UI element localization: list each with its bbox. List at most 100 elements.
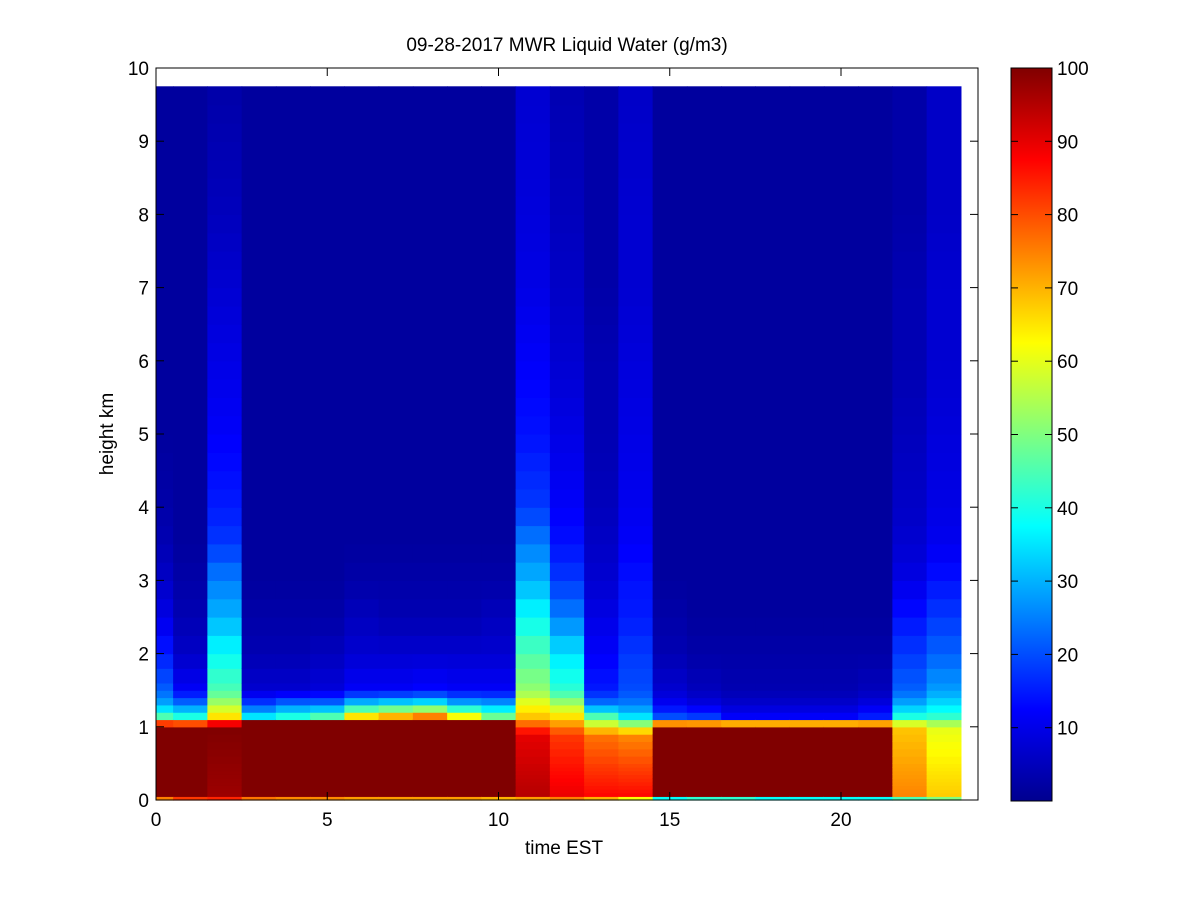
heatmap-cell (481, 697, 517, 706)
heatmap-cell (156, 741, 174, 750)
heatmap-cell (789, 781, 825, 786)
heatmap-cell (310, 415, 345, 435)
heatmap-cell (618, 141, 654, 161)
heatmap-cell (412, 796, 448, 801)
heatmap-cell (481, 287, 517, 307)
heatmap-cell (515, 470, 551, 490)
heatmap-cell (686, 785, 722, 790)
heatmap-cell (481, 452, 517, 472)
heatmap-cell (344, 635, 380, 655)
heatmap-cell (549, 712, 585, 721)
heatmap-cell (173, 789, 208, 794)
heatmap-cell (275, 617, 311, 636)
heatmap-cell (721, 704, 756, 713)
heatmap-cell (412, 792, 448, 797)
heatmap-cell (858, 488, 893, 508)
x-tick-label: 5 (322, 810, 333, 831)
heatmap-cell (412, 488, 448, 508)
heatmap-cell (858, 781, 893, 786)
heatmap-cell (275, 342, 311, 362)
heatmap-cell (823, 342, 859, 362)
heatmap-cell (275, 104, 311, 124)
heatmap-cell (275, 697, 311, 706)
heatmap-cell (344, 690, 380, 699)
heatmap-cell (686, 488, 722, 508)
heatmap-cell (378, 789, 414, 794)
heatmap-cell (207, 789, 243, 794)
heatmap-cell (481, 434, 517, 453)
heatmap-cell (173, 748, 208, 757)
heatmap-cell (721, 690, 756, 699)
heatmap-cell (275, 507, 311, 527)
heatmap-cell (823, 697, 859, 706)
heatmap-cell (926, 214, 962, 234)
heatmap-cell (515, 232, 551, 252)
heatmap-cell (755, 507, 791, 527)
heatmap-cell (344, 682, 380, 691)
heatmap-cell (173, 86, 208, 106)
heatmap-cell (412, 470, 448, 490)
heatmap-cell (549, 704, 585, 713)
heatmap-cell (789, 470, 825, 490)
heatmap-cell (789, 397, 825, 417)
heatmap-cell (241, 789, 277, 794)
heatmap-cell (515, 668, 551, 684)
heatmap-cell (892, 690, 928, 699)
heatmap-cell (686, 653, 722, 669)
heatmap-cell (823, 789, 859, 794)
heatmap-cell (652, 214, 688, 234)
heatmap-cell (173, 251, 208, 270)
heatmap-cell (344, 668, 380, 684)
heatmap-cell (618, 770, 654, 775)
heatmap-cell (549, 232, 585, 252)
heatmap-cell (447, 324, 482, 344)
heatmap-cell (618, 767, 654, 772)
heatmap-cell (481, 397, 517, 417)
heatmap-cell (721, 734, 756, 743)
heatmap-cell (926, 159, 962, 179)
heatmap-cell (156, 543, 174, 563)
heatmap-cell (549, 598, 585, 618)
heatmap-cell (926, 470, 962, 490)
heatmap-cell (173, 342, 208, 362)
heatmap-cell (823, 470, 859, 490)
heatmap-cell (447, 653, 482, 669)
heatmap-cell (789, 770, 825, 775)
heatmap-cell (241, 287, 277, 307)
heatmap-cell (344, 617, 380, 636)
heatmap-cell (926, 507, 962, 527)
heatmap-cell (173, 697, 208, 706)
heatmap-cell (515, 214, 551, 234)
heatmap-cell (378, 141, 414, 161)
heatmap-cell (241, 767, 277, 772)
heatmap-cell (584, 251, 619, 270)
heatmap-cell (515, 415, 551, 435)
heatmap-cell (275, 434, 311, 453)
heatmap-cell (447, 741, 482, 750)
heatmap-cell (447, 543, 482, 563)
heatmap-cell (447, 177, 482, 197)
heatmap-cell (344, 712, 380, 721)
heatmap-cell (858, 141, 893, 161)
heatmap-cell (378, 507, 414, 527)
heatmap-cell (241, 543, 277, 563)
heatmap-cell (652, 305, 688, 325)
heatmap-cell (858, 360, 893, 380)
heatmap-cell (310, 704, 345, 713)
heatmap-cell (721, 668, 756, 684)
heatmap-cell (823, 232, 859, 252)
heatmap-cell (447, 617, 482, 636)
heatmap-cell (412, 251, 448, 270)
heatmap-cell (481, 269, 517, 289)
heatmap-cell (549, 86, 585, 106)
heatmap-cell (755, 767, 791, 772)
heatmap-cell (156, 792, 174, 797)
heatmap-cell (618, 712, 654, 721)
heatmap-cell (858, 763, 893, 768)
heatmap-cell (652, 617, 688, 636)
heatmap-cell (652, 104, 688, 124)
heatmap-cell (549, 360, 585, 380)
heatmap-cell (755, 122, 791, 142)
heatmap-cell (686, 770, 722, 775)
heatmap-cell (275, 778, 311, 783)
